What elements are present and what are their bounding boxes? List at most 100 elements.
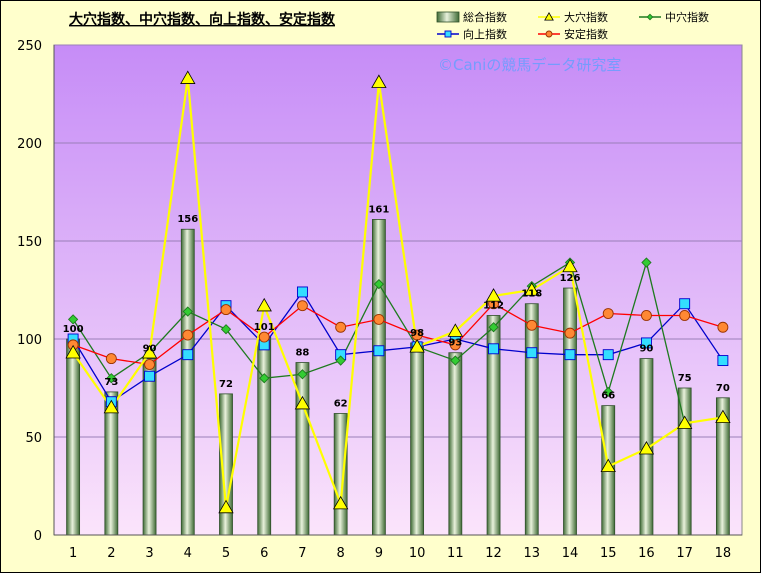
bar <box>104 391 119 536</box>
data-label: 73 <box>104 377 118 388</box>
series-marker <box>717 355 729 367</box>
x-tick-label: 17 <box>676 546 693 561</box>
series-marker <box>488 343 500 355</box>
bar <box>524 303 539 536</box>
series-marker <box>296 286 308 298</box>
series-marker <box>641 257 652 268</box>
bar <box>677 387 692 536</box>
x-tick-label: 15 <box>600 546 617 561</box>
series-marker <box>602 308 614 319</box>
series-marker <box>717 321 729 333</box>
series-marker <box>409 339 425 353</box>
series-marker <box>640 310 652 321</box>
data-label: 98 <box>410 328 424 339</box>
legend-label: 中穴指数 <box>665 10 709 24</box>
series-marker <box>447 323 464 337</box>
series-marker <box>488 322 499 333</box>
x-tick-label: 18 <box>715 546 732 561</box>
series-marker <box>603 386 614 398</box>
series-marker <box>259 373 270 384</box>
data-label: 88 <box>295 348 309 359</box>
x-tick-label: 13 <box>524 546 541 561</box>
x-tick-label: 1 <box>69 546 77 561</box>
data-label: 72 <box>219 379 233 390</box>
data-label: 161 <box>368 204 389 215</box>
data-label: 62 <box>334 398 348 409</box>
bar <box>448 352 463 536</box>
series-marker <box>297 369 308 380</box>
series-marker <box>562 258 578 273</box>
series-marker <box>564 349 576 361</box>
series-marker <box>602 349 614 361</box>
series-marker <box>182 349 194 361</box>
series-line <box>72 260 723 425</box>
series-marker <box>258 331 270 343</box>
series-marker <box>296 300 308 312</box>
series-marker <box>182 306 193 317</box>
series-marker <box>715 409 731 424</box>
legend-label: 大穴指数 <box>564 10 608 24</box>
data-label: 126 <box>560 273 581 284</box>
bar <box>257 336 272 536</box>
x-tick-label: 14 <box>562 546 579 561</box>
series-marker <box>218 499 234 514</box>
series-marker <box>141 344 158 359</box>
x-tick-label: 7 <box>298 546 306 561</box>
x-tick-label: 11 <box>447 546 464 561</box>
x-tick-label: 5 <box>222 546 230 561</box>
bar <box>142 358 157 536</box>
legend-marker <box>444 30 452 38</box>
bar <box>66 338 81 536</box>
x-tick-label: 6 <box>260 546 268 561</box>
bar <box>333 413 348 536</box>
data-label: 93 <box>448 338 462 349</box>
x-tick-label: 3 <box>145 546 153 561</box>
bar <box>563 287 577 536</box>
series-marker <box>450 355 461 366</box>
bar <box>295 362 310 536</box>
series-marker <box>335 321 347 333</box>
chart-title: 大穴指数、中穴指数、向上指数、安定指数 <box>69 11 336 28</box>
series-marker <box>524 282 540 296</box>
legend-marker <box>646 13 654 21</box>
series-marker <box>564 327 576 339</box>
data-label: 90 <box>639 344 653 355</box>
series-marker <box>449 339 461 351</box>
series-marker <box>526 319 538 331</box>
legend-marker <box>545 30 553 38</box>
legend-label: 総合指数 <box>463 10 507 24</box>
series-marker <box>485 288 502 302</box>
series-marker <box>332 495 349 510</box>
series-marker <box>256 297 272 312</box>
series-marker <box>679 310 691 321</box>
series-marker <box>335 355 346 366</box>
series-marker <box>144 370 156 382</box>
series-marker <box>679 298 691 310</box>
series-marker <box>600 458 616 473</box>
x-tick-label: 16 <box>638 546 655 561</box>
series-marker <box>676 415 693 429</box>
y-tick-label: 50 <box>25 431 42 446</box>
series-marker <box>180 70 196 84</box>
series-line <box>72 78 724 508</box>
series-marker <box>220 324 232 335</box>
series-line <box>72 302 724 366</box>
y-tick-label: 200 <box>17 137 42 152</box>
watermark: ©Caniの競馬データ研究室 <box>438 56 621 74</box>
series-marker <box>220 304 232 316</box>
series-marker <box>182 329 194 341</box>
legend-swatch <box>436 11 460 23</box>
series-marker <box>105 353 117 365</box>
series-marker <box>373 345 385 357</box>
x-tick-label: 12 <box>485 546 502 561</box>
plot-area <box>53 44 743 536</box>
data-label: 100 <box>63 324 84 335</box>
series-marker <box>144 359 156 370</box>
series-marker <box>103 399 120 414</box>
x-tick-label: 4 <box>184 546 192 561</box>
bar <box>180 228 195 536</box>
bar <box>410 342 425 536</box>
data-label: 112 <box>483 300 504 311</box>
series-marker <box>526 347 538 359</box>
